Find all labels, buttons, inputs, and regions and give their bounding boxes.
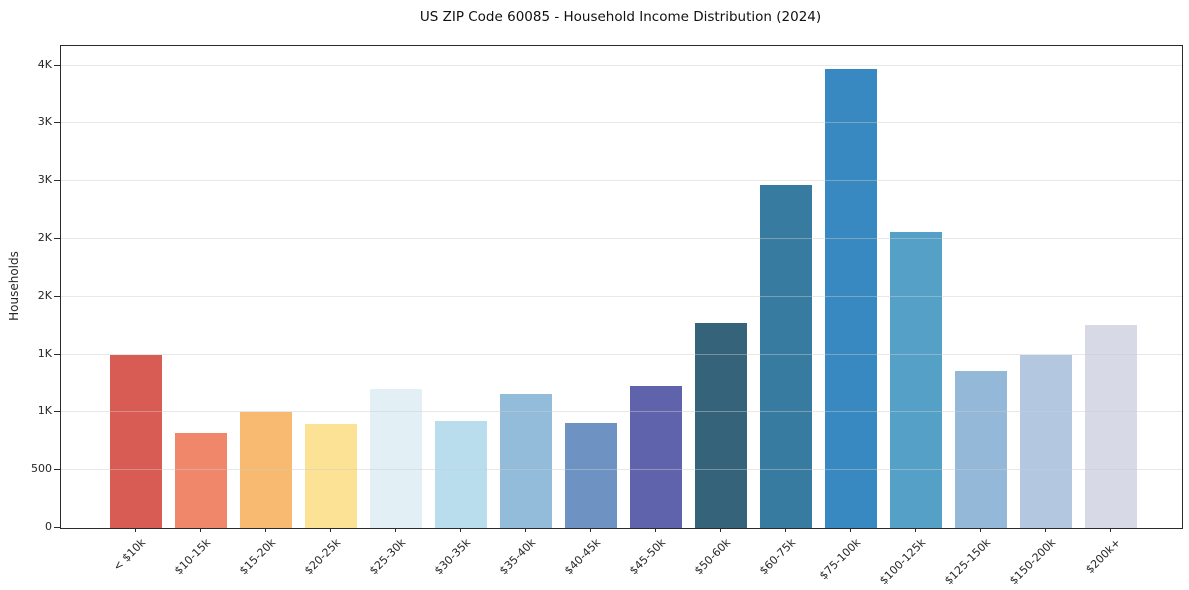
bar <box>630 385 682 528</box>
bar <box>760 184 812 528</box>
y-tick-label: 2K <box>37 231 52 245</box>
gridline <box>61 411 1182 413</box>
bar <box>305 423 357 528</box>
bar <box>500 393 552 528</box>
gridline <box>61 238 1182 240</box>
y-tick-mark <box>54 238 60 240</box>
y-axis-label: Households <box>7 251 21 321</box>
bar <box>1085 324 1137 528</box>
gridline <box>61 353 1182 355</box>
x-tick-mark <box>1045 527 1047 532</box>
y-tick-label: 2K <box>37 288 52 302</box>
bar <box>175 433 227 528</box>
gridline <box>61 180 1182 182</box>
y-tick-mark <box>54 122 60 124</box>
y-tick-mark <box>54 295 60 297</box>
plot-area <box>60 45 1183 529</box>
x-tick-mark <box>1110 527 1112 532</box>
bar <box>695 323 747 528</box>
x-tick-mark <box>265 527 267 532</box>
bar <box>890 232 942 528</box>
x-tick-mark <box>330 527 332 532</box>
x-tick-mark <box>850 527 852 532</box>
x-tick-mark <box>395 527 397 532</box>
y-tick-mark <box>54 527 60 528</box>
y-tick-label: 3K <box>37 115 52 129</box>
y-tick-label: 4K <box>37 57 52 71</box>
chart-title: US ZIP Code 60085 - Household Income Dis… <box>419 9 822 25</box>
y-tick-mark <box>54 180 60 182</box>
bar <box>110 354 162 528</box>
x-tick-mark <box>590 527 592 532</box>
x-tick-mark <box>785 527 787 532</box>
x-tick-mark <box>525 527 527 532</box>
x-tick-label: < $10k <box>110 536 149 574</box>
x-tick-mark <box>720 527 722 532</box>
gridline <box>61 469 1182 471</box>
gridline <box>61 295 1182 297</box>
bar <box>240 412 292 528</box>
x-tick-mark <box>980 527 982 532</box>
x-tick-mark <box>655 527 657 532</box>
bar <box>955 370 1007 528</box>
x-tick-mark <box>915 527 917 532</box>
bar <box>435 420 487 528</box>
y-tick-mark <box>54 469 60 471</box>
y-tick-label: 1K <box>37 404 52 418</box>
y-tick-mark <box>54 64 60 66</box>
y-tick-mark <box>54 353 60 355</box>
y-tick-label: 3K <box>37 173 52 187</box>
gridline <box>61 64 1182 66</box>
bar <box>1020 354 1072 528</box>
y-tick-label: 500 <box>31 462 52 476</box>
bar <box>825 69 877 528</box>
x-tick-mark <box>200 527 202 532</box>
y-tick-label: 0 <box>45 520 52 533</box>
y-tick-mark <box>54 411 60 413</box>
bar <box>565 422 617 528</box>
x-tick-mark <box>460 527 462 532</box>
gridline <box>61 122 1182 124</box>
y-tick-label: 1K <box>37 346 52 360</box>
bar <box>370 389 422 528</box>
x-tick-mark <box>135 527 137 532</box>
